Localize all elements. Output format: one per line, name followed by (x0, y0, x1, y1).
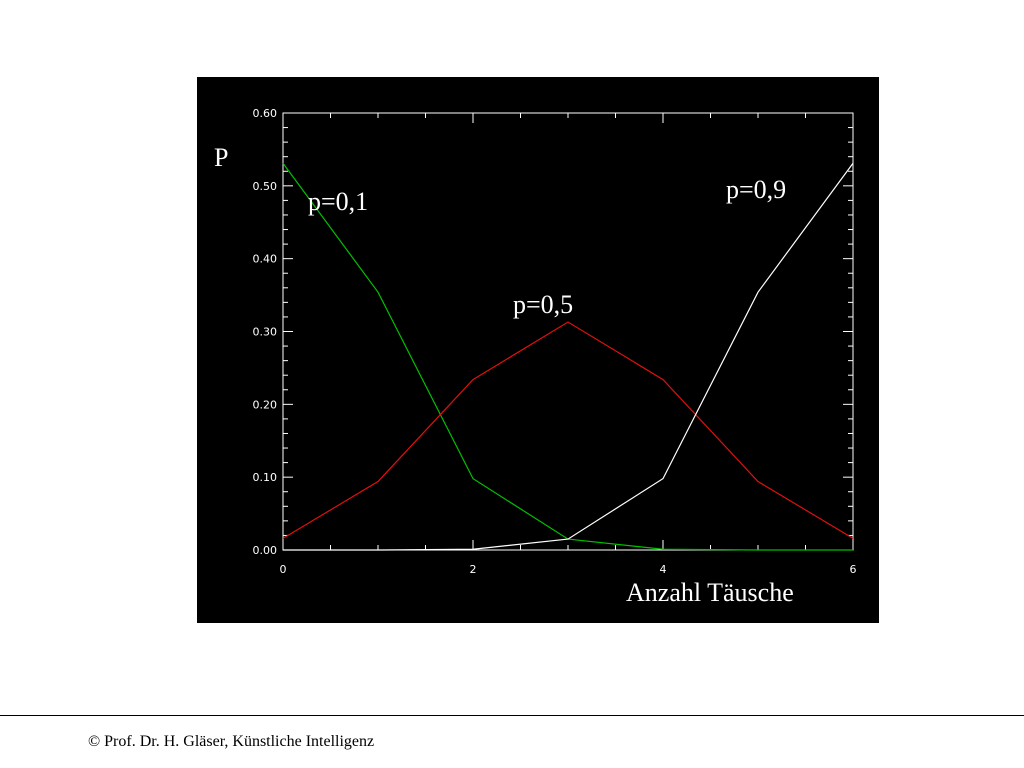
y-tick-label: 0.00 (253, 544, 278, 557)
footer-divider (0, 715, 1024, 716)
series-line-p09 (283, 162, 854, 551)
y-tick-label: 0.30 (253, 326, 278, 339)
x-tick-label: 6 (850, 563, 857, 576)
binomial-chart: 0.00 0.10 0.20 0.30 0.40 0.50 0.60 0 2 4 6 P Anzah… (214, 107, 857, 607)
y-tick-label: 0.40 (253, 253, 278, 266)
series-label-p09: p=0,9 (726, 175, 786, 204)
y-tick-label: 0.60 (253, 107, 278, 120)
x-tick-label: 4 (660, 563, 667, 576)
series-label-p05: p=0,5 (513, 290, 573, 319)
series-line-p05 (282, 321, 854, 539)
y-tick-label: 0.50 (253, 180, 278, 193)
x-tick-label: 2 (470, 563, 477, 576)
y-tick-label: 0.20 (253, 398, 278, 411)
x-axis-label: Anzahl Täusche (626, 578, 794, 607)
series-label-p01: p=0,1 (308, 187, 368, 216)
y-axis-label: P (214, 143, 228, 172)
y-tick-label: 0.10 (253, 471, 278, 484)
chart-panel: 0.00 0.10 0.20 0.30 0.40 0.50 0.60 0 2 4 6 P Anzah… (197, 77, 879, 623)
footer-copyright: © Prof. Dr. H. Gläser, Künstliche Intell… (88, 733, 375, 750)
series-line-p01 (282, 162, 853, 551)
x-tick-label: 0 (280, 563, 287, 576)
